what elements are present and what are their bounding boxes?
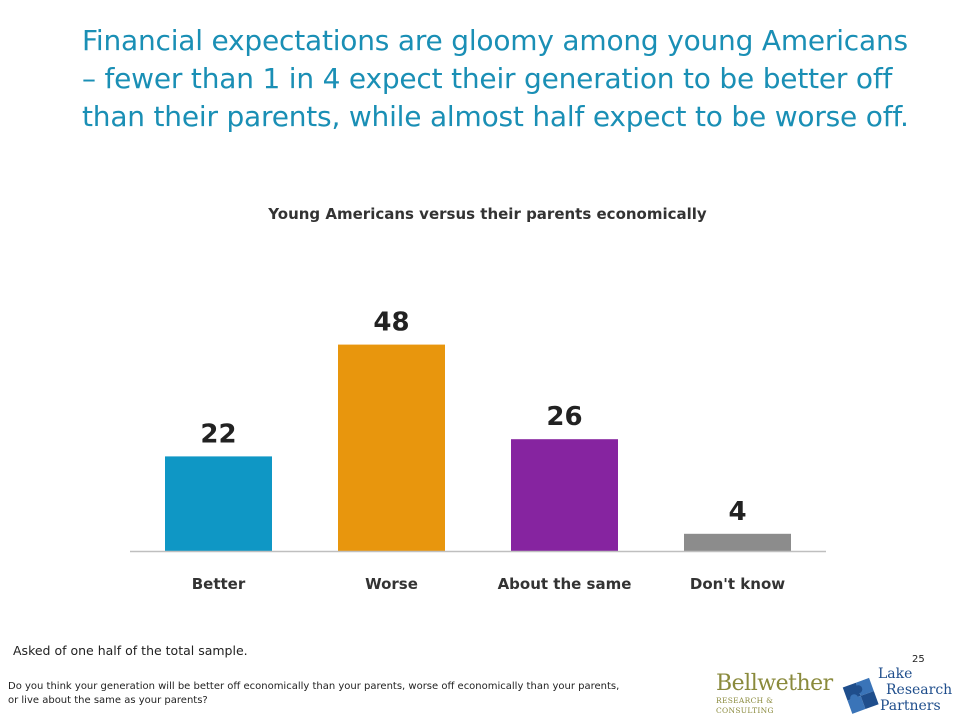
bellwether-logo: Bellwether RESEARCH & CONSULTING (716, 671, 833, 716)
puzzle-icon (842, 677, 879, 714)
data-label-2: 26 (546, 402, 582, 432)
bar-1 (338, 344, 445, 551)
lake-logo-line-1: Lake (878, 666, 913, 682)
bar-3 (684, 533, 791, 551)
category-label-0: Better (192, 575, 246, 593)
category-label-3: Don't know (690, 575, 785, 593)
bar-0 (165, 456, 272, 551)
lake-research-logo-text: Lake Research Partners (878, 666, 952, 714)
data-label-3: 4 (728, 497, 746, 527)
sample-note: Asked of one half of the total sample. (13, 643, 248, 658)
bellwether-logo-name: Bellwether (716, 671, 833, 696)
lake-logo-line-3: Partners (880, 698, 941, 714)
data-label-1: 48 (373, 308, 409, 338)
survey-question: Do you think your generation will be bet… (8, 680, 688, 708)
lake-research-logo: Lake Research Partners (838, 666, 958, 718)
bellwether-logo-subtitle: RESEARCH & CONSULTING (716, 696, 774, 715)
category-label-2: About the same (498, 575, 632, 593)
lake-logo-line-2: Research (886, 682, 953, 698)
survey-question-line-2: or live about the same as your parents? (8, 695, 208, 706)
page-number: 25 (912, 654, 925, 665)
data-label-0: 22 (200, 419, 236, 449)
category-label-1: Worse (365, 575, 418, 593)
bar-2 (511, 439, 618, 551)
page-headline: Financial expectations are gloomy among … (82, 24, 909, 133)
survey-question-line-1: Do you think your generation will be bet… (8, 681, 620, 692)
chart-title: Young Americans versus their parents eco… (268, 205, 707, 223)
